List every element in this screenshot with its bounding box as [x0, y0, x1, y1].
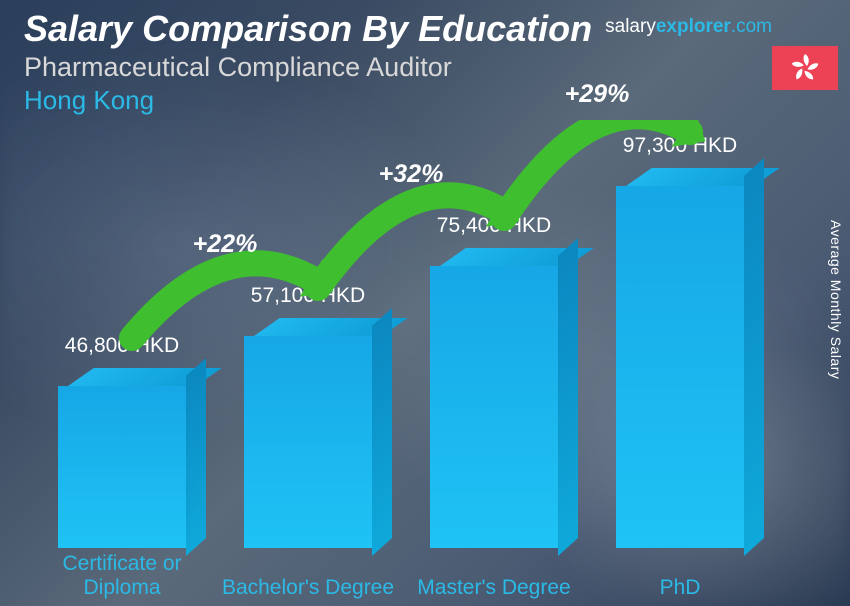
bar-chart: Certificate or Diploma46,800 HKD Bachelo…	[0, 120, 850, 606]
page-subtitle: Pharmaceutical Compliance Auditor	[24, 52, 826, 83]
page-location: Hong Kong	[24, 85, 826, 116]
increase-arrow	[0, 120, 850, 606]
header: Salary Comparison By Education Pharmaceu…	[24, 8, 826, 116]
page-title: Salary Comparison By Education	[24, 8, 826, 50]
